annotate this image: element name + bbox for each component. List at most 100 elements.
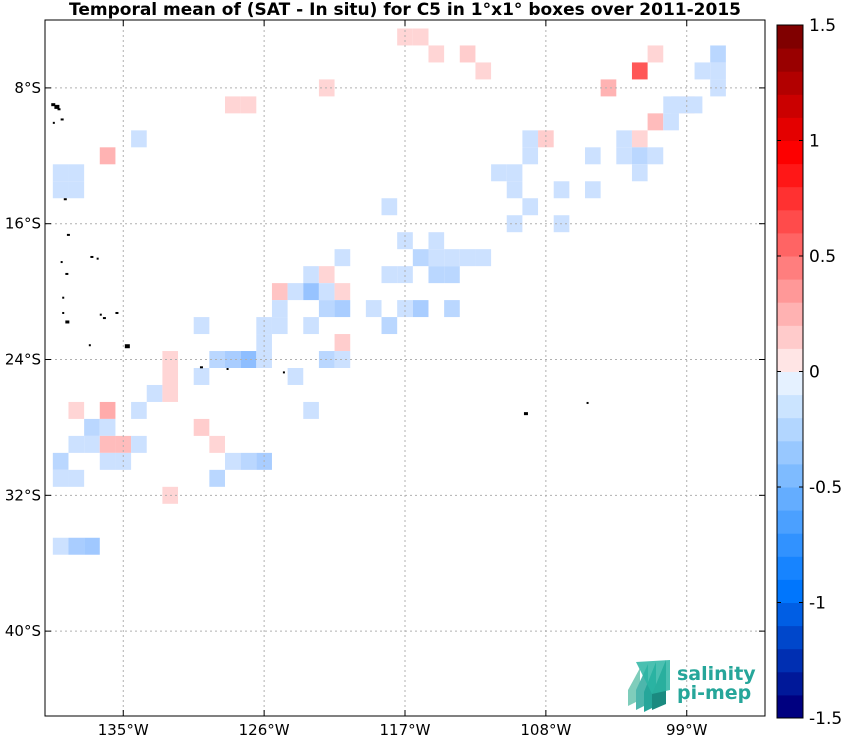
- colorbar-segment: [777, 279, 803, 303]
- heatmap-cell: [475, 249, 492, 267]
- heatmap-cell: [397, 300, 413, 318]
- land-mark: [90, 255, 94, 258]
- heatmap-cell: [68, 164, 85, 182]
- heatmap-cell: [84, 537, 100, 555]
- colorbar-segment: [777, 625, 803, 650]
- y-tick-label: 40°S: [5, 622, 41, 640]
- heatmap-cell: [694, 62, 711, 80]
- heatmap-cell: [522, 147, 539, 165]
- x-tick-label: 126°W: [239, 721, 290, 739]
- x-tick-label: 108°W: [520, 721, 571, 739]
- heatmap-cell: [616, 147, 632, 165]
- heatmap-cell: [585, 147, 601, 165]
- land-mark: [99, 313, 102, 316]
- heatmap-cell: [303, 266, 319, 284]
- heatmap-cell: [162, 384, 179, 402]
- heatmap-cell: [522, 198, 539, 216]
- colorbar-segment: [777, 579, 803, 603]
- colorbar-tick-label: -0.5: [809, 478, 842, 498]
- heatmap-cell: [99, 401, 116, 419]
- heatmap-cell: [553, 181, 570, 199]
- heatmap-cell: [522, 130, 539, 148]
- heatmap-cell: [318, 266, 335, 284]
- heatmap-cell: [334, 334, 351, 352]
- colorbar-segment: [777, 440, 803, 465]
- heatmap-cell: [52, 537, 69, 555]
- heatmap-cell: [491, 164, 507, 182]
- heatmap-cell: [663, 113, 679, 131]
- land-mark: [226, 368, 229, 370]
- colorbar-segment: [777, 394, 803, 419]
- colorbar-segment: [777, 463, 803, 488]
- heatmap-cell: [68, 181, 85, 199]
- heatmap-cell: [647, 147, 664, 165]
- heatmap-cell: [209, 351, 225, 368]
- heatmap-cell: [397, 266, 413, 284]
- heatmap-cell: [381, 266, 398, 284]
- colorbar-segment: [777, 487, 803, 511]
- colorbar-segment: [777, 209, 803, 234]
- colorbar-segment: [777, 302, 803, 326]
- heatmap-cell: [647, 113, 664, 131]
- colorbar-tick-label: -1.5: [809, 709, 842, 729]
- heatmap-cell: [225, 452, 241, 470]
- land-mark: [65, 272, 69, 275]
- x-tick-label: 135°W: [98, 721, 149, 739]
- heatmap-cell: [256, 334, 272, 352]
- colorbar-segment: [777, 648, 803, 673]
- heatmap-cell: [84, 418, 100, 436]
- logo-wave-icon: [628, 660, 670, 712]
- heatmap-cell: [193, 317, 210, 335]
- heatmap-cell: [271, 317, 288, 335]
- heatmap-cell: [303, 317, 319, 335]
- land-mark: [60, 118, 64, 121]
- heatmap-cell: [381, 317, 398, 335]
- colorbar-segment: [777, 256, 803, 280]
- heatmap-cell: [303, 283, 319, 301]
- land-mark: [52, 121, 55, 124]
- land-mark: [124, 344, 130, 349]
- heatmap-cell: [428, 232, 445, 250]
- y-tick-label: 32°S: [5, 486, 41, 504]
- colorbar-tick-label: 1: [809, 132, 820, 152]
- colorbar-segment: [777, 348, 803, 372]
- land-mark: [57, 108, 61, 111]
- land-mark: [88, 344, 91, 347]
- colorbar-segment: [777, 186, 803, 211]
- colorbar-segment: [777, 48, 803, 72]
- land-mark: [62, 296, 65, 299]
- heatmap-cell: [538, 130, 554, 148]
- heatmap-cell: [209, 435, 225, 453]
- chart-title: Temporal mean of (SAT - In situ) for C5 …: [69, 0, 741, 20]
- land-mark: [51, 103, 56, 107]
- land-mark: [102, 317, 106, 320]
- heatmap-cell: [475, 62, 492, 80]
- heatmap-cell: [68, 537, 85, 555]
- heatmap-cell: [146, 384, 163, 402]
- heatmap-cell: [334, 300, 351, 318]
- heatmap-cell: [84, 435, 100, 453]
- x-tick-label: 117°W: [380, 721, 431, 739]
- heatmap-cell: [99, 452, 116, 470]
- heatmap-cell: [459, 45, 476, 63]
- colorbar-segment: [777, 94, 803, 118]
- heatmap-cell: [428, 45, 445, 63]
- colorbar-segment: [777, 671, 803, 696]
- colorbar-segment: [777, 325, 803, 349]
- colorbar-tick-label: -1: [809, 594, 826, 614]
- heatmap-cell: [412, 300, 429, 318]
- heatmap-cell: [444, 300, 460, 318]
- colorbar-segment: [777, 117, 803, 141]
- y-tick-label: 16°S: [5, 215, 41, 233]
- land-mark: [66, 233, 70, 236]
- heatmap-cell: [506, 181, 523, 199]
- colorbar-segment: [777, 71, 803, 95]
- heatmap-cell: [631, 130, 648, 148]
- colorbar-tick-label: 1.5: [809, 16, 836, 36]
- land-mark: [282, 371, 285, 374]
- heatmap-cell: [240, 452, 257, 470]
- heatmap-cell: [131, 401, 147, 419]
- colorbar-segment: [777, 163, 803, 188]
- heatmap-cell: [225, 96, 241, 114]
- heatmap-cell: [616, 130, 632, 148]
